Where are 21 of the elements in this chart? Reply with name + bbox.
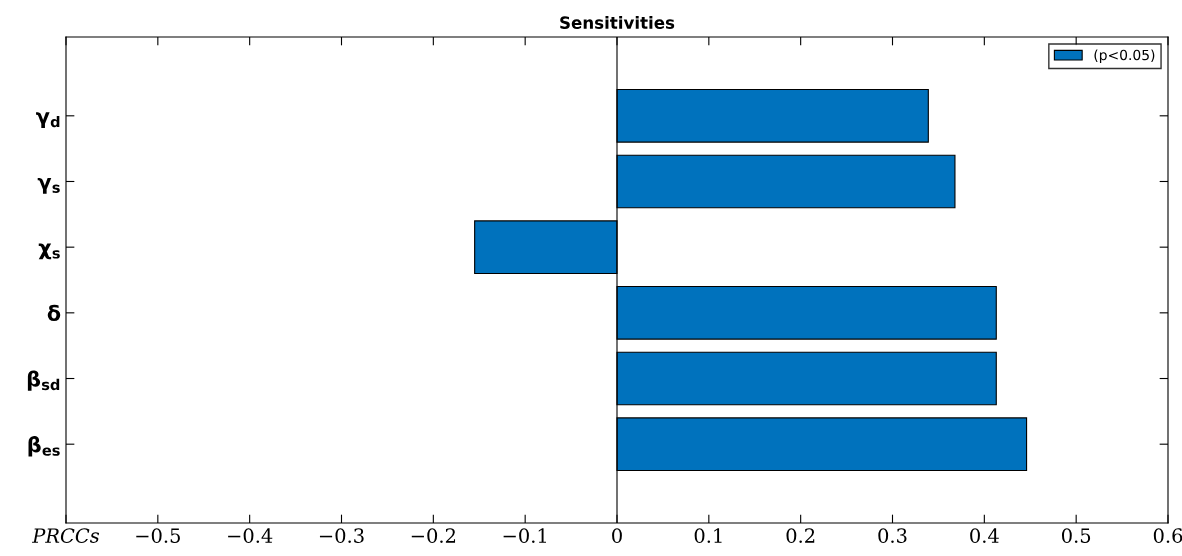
x-tick-label: 0.5 <box>1061 528 1091 543</box>
x-tick-label: −0.3 <box>319 528 364 543</box>
chart-title: Sensitivities <box>560 16 675 29</box>
y-tick-label: β$_{es}$ <box>28 436 60 457</box>
x-tick-label: 0.1 <box>694 528 722 543</box>
y-tick-label: χ$_{s}$ <box>38 243 60 260</box>
y-tick-label: γ$_{s}$ <box>37 177 60 194</box>
x-tick-label: 0.2 <box>786 528 815 543</box>
legend-label: (p<0.05) <box>1094 49 1155 63</box>
x-tick-label: −0.5 <box>136 528 180 543</box>
x-tick-label: −0.2 <box>411 528 456 543</box>
x-tick-label: 0.3 <box>878 528 907 543</box>
x-tick-label: −0.1 <box>503 528 547 543</box>
y-tick-label: β$_{sd}$ <box>27 370 60 391</box>
x-tick-label: 0.6 <box>1153 528 1182 543</box>
x-tick-label: 0.4 <box>970 528 999 543</box>
y-tick-label: γ$_{d}$ <box>36 112 60 128</box>
y-tick-label: δ <box>47 304 61 322</box>
x-tick-label: PRCCs <box>31 528 100 543</box>
x-tick-label: 0 <box>612 528 622 543</box>
x-tick-label: −0.4 <box>228 528 273 543</box>
